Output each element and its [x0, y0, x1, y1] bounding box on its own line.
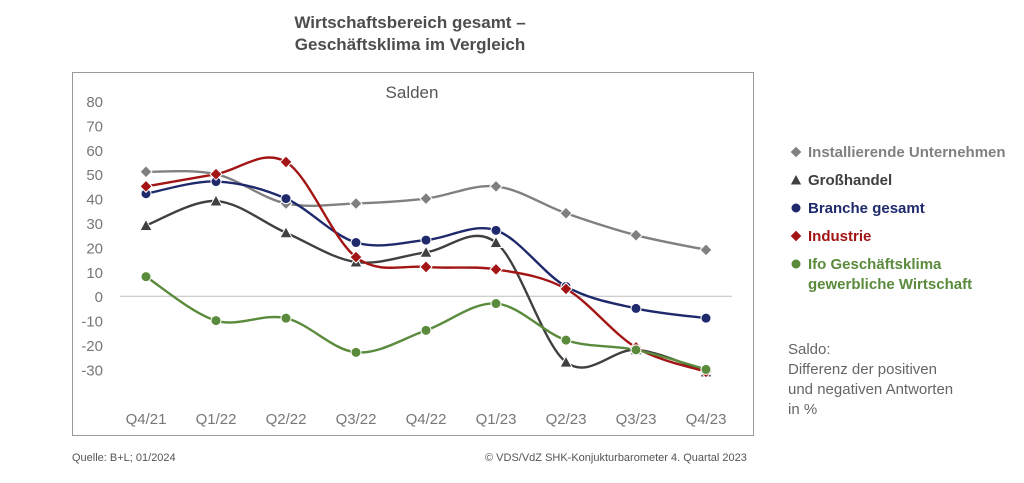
y-tick-label: 20	[86, 240, 103, 257]
data-point-3	[559, 282, 573, 296]
data-point-3	[489, 262, 503, 277]
data-point-2	[350, 237, 362, 249]
legend-label: Großhandel	[808, 172, 893, 189]
y-tick-label: 30	[86, 216, 103, 233]
x-tick-label: Q2/22	[266, 411, 307, 428]
legend-item-0: Installierende Unternehmen	[788, 143, 1018, 163]
legend-label: Ifo Geschäftsklima gewerbliche Wirtschaf…	[808, 256, 973, 293]
legend: Installierende Unternehmen Großhandel Bran…	[788, 143, 1018, 303]
y-tick-label: -10	[81, 314, 103, 331]
data-point-0	[629, 228, 643, 242]
legend-marker-shape	[789, 173, 803, 186]
legend-item-1: Großhandel	[788, 171, 1018, 191]
legend-marker-triangle-icon	[788, 171, 804, 187]
legend-label: Installierende Unternehmen	[808, 144, 1006, 161]
data-point-1	[559, 355, 573, 368]
saldo-note-line: und negativen Antworten	[788, 381, 954, 398]
data-point-1	[279, 225, 293, 239]
legend-label: Branche gesamt	[808, 200, 925, 217]
data-point-2	[420, 234, 432, 246]
data-point-4	[350, 346, 362, 358]
saldo-note-line: in %	[788, 401, 818, 418]
legend-item-2: Branche gesamt	[788, 199, 1018, 219]
plot-frame	[72, 72, 754, 436]
data-point-3	[349, 250, 363, 264]
saldo-note-line: Differenz der positiven	[788, 361, 937, 378]
data-point-4	[560, 334, 572, 346]
legend-label: Industrie	[808, 228, 872, 245]
data-point-2	[280, 193, 292, 205]
x-tick-label: Q1/23	[476, 411, 517, 428]
legend-marker-shape	[790, 258, 802, 270]
chart-title-line1: Wirtschaftsbereich gesamt –	[294, 13, 526, 32]
data-point-4	[280, 312, 292, 324]
data-point-2	[630, 302, 642, 314]
chart-title: Wirtschaftsbereich gesamt – Geschäftskli…	[150, 12, 670, 56]
legend-marker-shape	[789, 145, 803, 159]
data-point-4	[630, 344, 642, 356]
data-point-0	[349, 196, 363, 211]
x-tick-label: Q2/23	[546, 411, 587, 428]
legend-marker-diamond-icon	[788, 143, 804, 159]
saldo-note: Saldo: Differenz der positiven und negativ…	[788, 340, 998, 420]
y-tick-label: 0	[95, 289, 103, 306]
legend-item-3: Industrie	[788, 227, 1018, 247]
data-point-1	[139, 218, 153, 231]
x-tick-label: Q3/23	[616, 411, 657, 428]
series-markers	[139, 155, 713, 379]
data-point-1	[489, 235, 503, 249]
data-point-4	[490, 298, 502, 310]
data-point-3	[209, 167, 223, 181]
data-point-4	[140, 271, 152, 283]
data-point-1	[419, 245, 433, 258]
data-point-1	[209, 193, 223, 207]
data-point-3	[419, 260, 433, 274]
legend-marker-shape	[790, 202, 802, 214]
x-tick-label: Q4/21	[126, 411, 167, 428]
series-line-1	[145, 199, 707, 373]
data-point-0	[559, 206, 573, 220]
x-tick-label: Q4/22	[406, 411, 447, 428]
data-point-0	[139, 165, 153, 179]
data-point-2	[490, 224, 502, 236]
source-note: Quelle: B+L; 01/2024	[72, 452, 176, 464]
data-point-0	[419, 191, 433, 206]
data-point-0	[489, 179, 503, 194]
data-point-3	[139, 179, 153, 194]
plot-label: Salden	[386, 83, 439, 102]
legend-marker-circle-icon	[788, 255, 804, 271]
y-tick-label: 80	[86, 94, 103, 111]
x-tick-label: Q1/22	[196, 411, 237, 428]
y-tick-label: 50	[86, 167, 103, 184]
x-axis: Q4/21 Q1/22 Q2/22 Q3/22 Q4/22 Q1/23 Q2/23 Q3/23…	[126, 411, 727, 428]
y-tick-label: 10	[86, 265, 103, 282]
data-point-0	[699, 243, 713, 257]
y-tick-label: 40	[86, 192, 103, 209]
chart-title-line2: Geschäftsklima im Vergleich	[294, 35, 526, 54]
x-tick-label: Q4/23	[686, 411, 727, 428]
y-tick-label: 70	[86, 118, 103, 135]
legend-marker-circle-icon	[788, 199, 804, 215]
series-line-4	[145, 275, 707, 371]
data-point-3	[279, 155, 293, 169]
x-tick-label: Q3/22	[336, 411, 377, 428]
legend-marker-shape	[789, 229, 803, 243]
data-point-4	[210, 315, 222, 327]
y-tick-label: -20	[81, 338, 103, 355]
y-tick-label: -30	[81, 362, 103, 379]
legend-item-4: Ifo Geschäftsklima gewerbliche Wirtschaf…	[788, 255, 1018, 295]
data-point-4	[420, 324, 432, 336]
data-point-4	[700, 363, 712, 375]
copyright-note: © VDS/VdZ SHK-Konjukturbarometer 4. Quar…	[485, 452, 747, 464]
data-point-2	[700, 312, 712, 324]
saldo-note-line: Saldo:	[788, 341, 831, 358]
y-tick-label: 60	[86, 143, 103, 160]
legend-marker-diamond-icon	[788, 227, 804, 243]
y-axis: 80 70 60 50 40 30 20 10 0 -10 -20 -30	[81, 94, 103, 379]
